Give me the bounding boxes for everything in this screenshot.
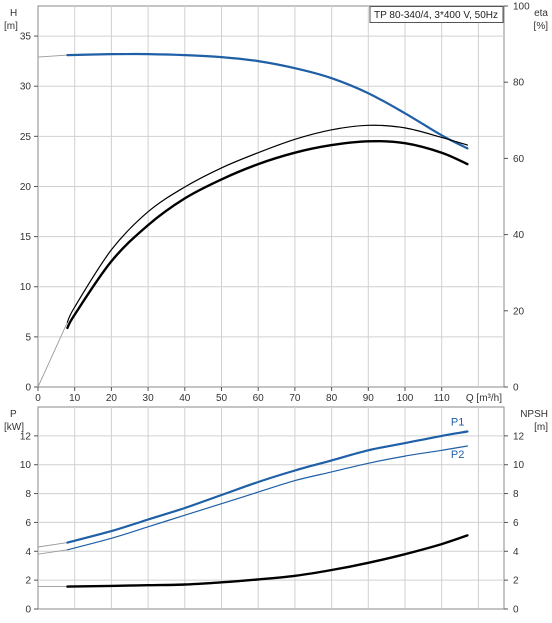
series-eta_thin-lead-in [37,322,68,388]
right-tick-label: 40 [513,230,525,241]
left-tick-label: 0 [25,383,31,394]
right-axis-unit: [m] [534,422,548,433]
series-eta_thick-line [66,139,469,330]
x-tick-label: 20 [106,393,118,404]
right-tick-label: 6 [513,518,519,529]
right-axis-title: NPSH [520,409,548,420]
series-label-P1: P1 [451,417,464,429]
title-box [369,6,504,23]
right-tick-label: 12 [513,431,525,442]
left-tick-label: 4 [25,547,31,558]
series-eta_thin-line [66,124,468,323]
x-tick-label: 100 [397,393,414,404]
left-tick-label: 10 [20,282,32,293]
series-P2-line [66,445,468,551]
x-tick-label: 30 [143,393,155,404]
right-tick-label: 10 [513,460,525,471]
x-tick-label: 0 [35,393,41,404]
left-axis-unit: [m] [4,21,18,32]
plot-frame-0 [37,5,505,388]
left-tick-label: 15 [20,232,32,243]
right-tick-label: 0 [513,605,519,616]
left-tick-label: 6 [25,518,31,529]
right-axis-title: eta [534,8,548,19]
right-axis-unit: [%] [534,21,549,32]
plot-frame-1 [37,406,505,610]
x-tick-label: 10 [69,393,81,404]
right-tick-label: 100 [513,2,530,13]
series-P1-lead-in [37,542,68,548]
left-axis-title: P [10,409,17,420]
x-tick-label: 110 [434,393,450,404]
x-tick-label: 60 [253,393,265,404]
chart-title: TP 80-340/4, 3*400 V, 50Hz [374,10,498,21]
series-H-lead-in [37,54,68,58]
left-tick-label: 10 [20,460,32,471]
left-tick-label: 5 [25,332,31,343]
series-NPSH-line [66,534,469,588]
x-tick-label: 70 [289,393,301,404]
right-tick-label: 60 [513,154,525,165]
right-tick-label: 4 [513,547,519,558]
series-label-P2: P2 [451,449,464,461]
left-axis-title: H [10,8,17,19]
left-tick-label: 35 [20,32,32,43]
left-tick-label: 20 [20,182,32,193]
left-tick-label: 8 [25,489,31,500]
left-tick-label: 2 [25,576,31,587]
series-P1-line [66,430,469,544]
left-axis-unit: [kW] [4,422,24,433]
x-tick-label: 80 [326,393,338,404]
x-axis-title: Q [m³/h] [466,393,502,404]
left-tick-label: 25 [20,132,32,143]
left-tick-label: 0 [25,605,31,616]
right-tick-label: 20 [513,306,525,317]
x-tick-label: 90 [363,393,375,404]
right-tick-label: 8 [513,489,519,500]
left-tick-label: 30 [20,82,32,93]
x-tick-label: 50 [216,393,228,404]
series-H-line [66,52,469,150]
x-tick-label: 40 [179,393,191,404]
series-P2-lead-in [37,549,68,555]
right-tick-label: 2 [513,576,519,587]
right-tick-label: 80 [513,78,525,89]
right-tick-label: 0 [513,383,519,394]
left-tick-label: 12 [20,431,32,442]
